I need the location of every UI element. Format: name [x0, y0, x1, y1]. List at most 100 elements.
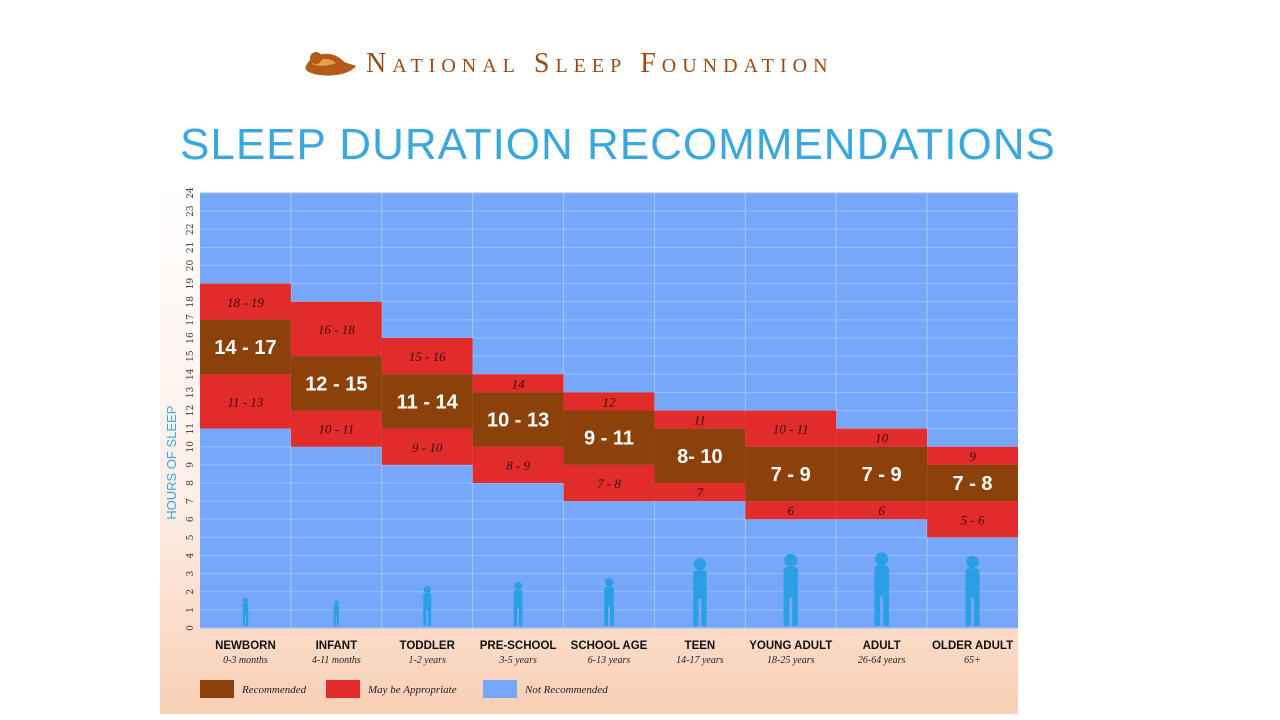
x-category-sublabel: 26-64 years: [858, 655, 906, 666]
silhouette-leg: [783, 595, 790, 626]
y-tick-label: 24: [186, 187, 196, 199]
recommended-bar: [290, 356, 382, 411]
upper-range-label: 11: [694, 413, 706, 428]
person-silhouette-icon: [783, 554, 798, 626]
y-tick-label: 13: [186, 386, 196, 398]
y-tick-label: 18: [186, 296, 196, 308]
silhouette-body: [874, 565, 890, 597]
lower-range-label: 8 - 9: [506, 458, 530, 473]
page-title: SLEEP DURATION RECOMMENDATIONS: [180, 120, 1056, 169]
upper-range-label: 14: [512, 376, 525, 391]
legend-swatch: [483, 680, 517, 698]
recommended-range-label: 7 - 9: [862, 464, 902, 486]
upper-may-be-appropriate-bar: [927, 446, 1018, 465]
lower-may-be-appropriate-bar: [563, 464, 655, 502]
silhouette-leg: [874, 595, 881, 626]
upper-may-be-appropriate-bar: [836, 428, 928, 447]
silhouette-body: [423, 593, 432, 610]
lower-range-label: 6: [788, 503, 795, 518]
recommended-range-label: 9 - 11: [584, 428, 634, 450]
x-category-label: ADULT: [863, 640, 901, 652]
silhouette-body: [604, 586, 614, 607]
y-tick-label: 17: [186, 314, 196, 326]
legend-label: Not Recommended: [524, 684, 608, 696]
sleeping-figure-icon: [305, 52, 356, 76]
person-silhouette-icon: [333, 600, 339, 626]
silhouette-leg: [423, 609, 427, 626]
x-category-label: NEWBORN: [215, 640, 276, 652]
y-tick-label: 20: [186, 260, 196, 272]
x-category-label: INFANT: [316, 640, 358, 652]
upper-range-label: 9: [969, 449, 976, 464]
person-silhouette-icon: [423, 586, 432, 626]
recommended-bar: [654, 428, 746, 483]
recommended-range-label: 11 - 14: [397, 391, 459, 413]
upper-range-label: 10: [875, 431, 889, 446]
y-tick-label: 21: [186, 242, 196, 253]
silhouette-leg: [701, 597, 707, 626]
silhouette-body: [783, 566, 798, 598]
silhouette-head: [334, 600, 339, 606]
lower-may-be-appropriate-bar: [836, 501, 928, 520]
recommended-range-label: 7 - 8: [953, 473, 993, 495]
y-tick-label: 6: [186, 516, 196, 522]
silhouette-body: [965, 568, 980, 598]
upper-may-be-appropriate-bar: [745, 410, 837, 447]
silhouette-leg: [883, 595, 890, 626]
recommended-bar: [563, 410, 655, 465]
recommended-range-label: 14 - 17: [214, 337, 276, 359]
category-group: 16 - 18 10 - 11 12 - 15 INFANT 4-11 months: [290, 301, 382, 666]
category-group: 10 6 7 - 9 ADULT 26-64 years: [836, 428, 928, 666]
legend-swatch: [200, 680, 234, 698]
upper-range-label: 10 - 11: [773, 422, 809, 437]
category-group: 11 7 8- 10 TEEN 14-17 years: [654, 410, 746, 666]
y-tick-label: 15: [186, 350, 196, 362]
silhouette-leg: [333, 615, 336, 626]
silhouette-body: [333, 605, 339, 616]
silhouette-leg: [518, 607, 523, 626]
y-tick-label: 3: [186, 570, 196, 576]
y-tick-label: 2: [186, 589, 196, 595]
legend-item: Recommended: [200, 680, 307, 698]
silhouette-leg: [693, 597, 699, 626]
x-category-sublabel: 1-2 years: [408, 655, 446, 666]
lower-range-label: 5 - 6: [961, 512, 985, 527]
org-name: National Sleep Foundation: [366, 48, 834, 79]
lower-may-be-appropriate-bar: [472, 446, 564, 483]
silhouette-head: [242, 598, 248, 604]
upper-may-be-appropriate-bar: [654, 410, 746, 429]
lower-may-be-appropriate-bar: [745, 501, 837, 520]
x-category-label: SCHOOL AGE: [571, 640, 648, 652]
silhouette-leg: [609, 605, 614, 626]
person-silhouette-icon: [874, 552, 890, 626]
lower-may-be-appropriate-bar: [654, 483, 746, 502]
person-silhouette-icon: [513, 582, 523, 626]
chart-panel: 0 1 2 3 4 5 6 7 8 9 10 11 12 13 14 15 16 17 18 19 20 21 22 23 24…: [160, 184, 1018, 714]
silhouette-head: [875, 552, 889, 566]
person-silhouette-icon: [604, 578, 614, 626]
silhouette-head: [423, 586, 431, 594]
y-tick-label: 0: [186, 625, 196, 631]
category-group: 10 - 11 6 7 - 9 YOUNG ADULT 18-25 years: [745, 410, 837, 666]
upper-may-be-appropriate-bar: [472, 374, 564, 393]
lower-range-label: 6: [878, 503, 885, 518]
y-tick-label: 12: [186, 405, 196, 416]
lower-may-be-appropriate-bar: [290, 410, 382, 447]
upper-may-be-appropriate-bar: [563, 392, 655, 411]
y-axis-label: HOURS OF SLEEP: [164, 406, 179, 520]
recommended-bar: [200, 319, 291, 375]
lower-range-label: 7 - 8: [597, 476, 621, 491]
upper-may-be-appropriate-bar: [381, 338, 473, 375]
y-tick-label: 8: [186, 480, 196, 486]
silhouette-leg: [246, 614, 249, 626]
lower-range-label: 7: [697, 485, 704, 500]
x-category-sublabel: 18-25 years: [767, 655, 815, 666]
legend-label: Recommended: [241, 684, 307, 696]
upper-range-label: 16 - 18: [318, 322, 355, 337]
silhouette-leg: [336, 615, 339, 626]
legend-item: Not Recommended: [483, 680, 608, 698]
upper-range-label: 18 - 19: [227, 295, 264, 310]
lower-may-be-appropriate-bar: [927, 501, 1018, 538]
silhouette-head: [693, 558, 707, 571]
recommended-bar: [745, 446, 837, 502]
